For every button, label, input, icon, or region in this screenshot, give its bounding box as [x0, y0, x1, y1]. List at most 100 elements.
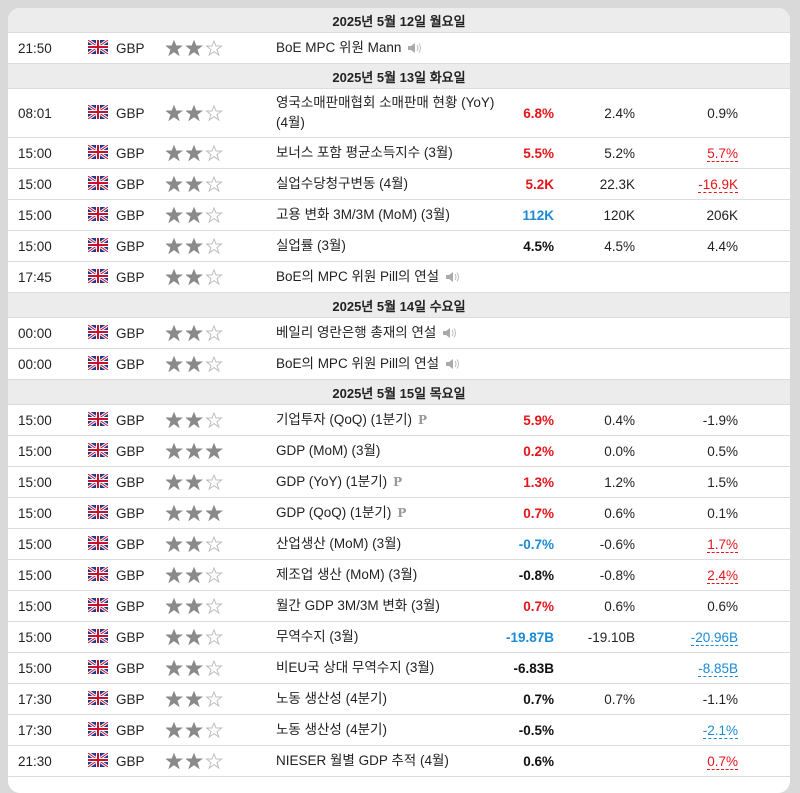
forecast-value: -0.8% — [599, 567, 635, 583]
forecast: 22.3K — [554, 177, 635, 192]
speech-icon — [446, 272, 460, 283]
star — [186, 269, 203, 285]
previous: 4.4% — [635, 239, 738, 254]
previous: 1.7% — [635, 536, 738, 553]
event-name: 제조업 생산 (MoM) (3월) — [276, 567, 418, 582]
flag-cell — [87, 441, 116, 460]
time: 15:00 — [18, 536, 52, 552]
event-row: 21:30 GBP NIESER 월별 GDP 추적 (4월) 0.6% 0.7% — [8, 746, 790, 777]
star — [206, 536, 223, 552]
actual: 0.7% — [498, 692, 554, 707]
previous: -8.85B — [635, 660, 738, 677]
actual-value: 0.6% — [523, 753, 554, 769]
currency: GBP — [116, 567, 145, 583]
flag-cell — [87, 658, 116, 677]
currency: GBP — [116, 356, 145, 372]
flag-cell — [87, 354, 116, 373]
previous-value: 1.5% — [707, 474, 738, 490]
actual-value: -0.5% — [518, 722, 554, 738]
flag-icon — [87, 174, 109, 191]
event-name: 기업투자 (QoQ) (1분기) — [276, 412, 413, 427]
previous-value: 0.1% — [707, 505, 738, 521]
forecast: 0.6% — [554, 506, 635, 521]
actual-value: 4.5% — [523, 238, 554, 254]
currency: GBP — [116, 412, 145, 428]
event-cell: GDP (QoQ) (1분기) P — [276, 499, 498, 527]
flag-icon — [87, 410, 109, 427]
previous-value: -8.85B — [698, 660, 738, 677]
forecast: 0.4% — [554, 413, 635, 428]
event-cell: BoE MPC 위원 Mann — [276, 34, 498, 62]
event-name: 산업생산 (MoM) (3월) — [276, 536, 402, 551]
flag-icon — [87, 596, 109, 613]
star — [206, 474, 223, 490]
star — [186, 443, 203, 459]
forecast: -0.8% — [554, 568, 635, 583]
previous: 0.7% — [635, 753, 738, 770]
importance — [166, 105, 276, 121]
event-name: 보너스 포함 평균소득지수 (3월) — [276, 145, 453, 160]
forecast-value: 5.2% — [604, 145, 635, 161]
flag-icon — [87, 205, 109, 222]
event-row: 15:00 GBP 무역수지 (3월) -19.87B -19.10B -20.96B — [8, 622, 790, 653]
currency: GBP — [116, 505, 145, 521]
currency: GBP — [116, 325, 145, 341]
event-name: GDP (QoQ) (1분기) — [276, 505, 392, 520]
event-name: 비EU국 상대 무역수지 (3월) — [276, 660, 435, 675]
previous: 0.5% — [635, 444, 738, 459]
star — [206, 567, 223, 583]
actual-value: 6.8% — [523, 105, 554, 121]
star — [206, 269, 223, 285]
actual-value: 1.3% — [523, 474, 554, 490]
star — [206, 238, 223, 254]
previous-value: 4.4% — [707, 238, 738, 254]
star — [186, 598, 203, 614]
flag-cell — [87, 472, 116, 491]
star — [206, 598, 223, 614]
event-row: 15:00 GBP GDP (QoQ) (1분기) P 0.7% 0.6% 0.1% — [8, 498, 790, 529]
previous: 1.5% — [635, 475, 738, 490]
time: 17:45 — [18, 269, 52, 285]
event-row: 15:00 GBP 산업생산 (MoM) (3월) -0.7% -0.6% 1.7% — [8, 529, 790, 560]
star — [186, 474, 203, 490]
importance — [166, 660, 276, 676]
event-cell: 월간 GDP 3M/3M 변화 (3월) — [276, 592, 498, 620]
forecast-value: 22.3K — [599, 176, 635, 192]
flag-icon — [87, 103, 109, 120]
actual: -0.7% — [498, 537, 554, 552]
forecast: -0.6% — [554, 537, 635, 552]
importance — [166, 691, 276, 707]
star — [166, 325, 183, 341]
flag-icon — [87, 267, 109, 284]
date-row: 2025년 5월 14일 수요일 — [8, 293, 790, 318]
event-cell: 노동 생산성 (4분기) — [276, 716, 498, 744]
actual: 5.5% — [498, 146, 554, 161]
flag-cell — [87, 236, 116, 255]
star — [206, 176, 223, 192]
star — [186, 536, 203, 552]
time: 15:00 — [18, 598, 52, 614]
actual: 4.5% — [498, 239, 554, 254]
star — [186, 567, 203, 583]
forecast-value: 2.4% — [604, 105, 635, 121]
previous-value: -1.1% — [702, 691, 738, 707]
forecast-value: 0.6% — [604, 505, 635, 521]
star — [166, 474, 183, 490]
preliminary-badge: P — [393, 475, 403, 489]
forecast-value: 120K — [603, 207, 635, 223]
time: 15:00 — [18, 207, 52, 223]
event-cell: 베일리 영란은행 총재의 연설 — [276, 319, 498, 347]
flag-icon — [87, 323, 109, 340]
flag-cell — [87, 205, 116, 224]
flag-cell — [87, 503, 116, 522]
calendar-table: 2025년 5월 12일 월요일 21:50 GBP BoE MPC 위원 Mann 2… — [8, 8, 790, 793]
forecast-value: 1.2% — [604, 474, 635, 490]
time: 15:00 — [18, 176, 52, 192]
actual: 0.7% — [498, 506, 554, 521]
event-name: NIESER 월별 GDP 추적 (4월) — [276, 753, 449, 768]
importance — [166, 598, 276, 614]
forecast-value: 0.7% — [604, 691, 635, 707]
flag-icon — [87, 38, 109, 55]
event-name: 실업수당청구변동 (4월) — [276, 176, 409, 191]
actual-value: -19.87B — [505, 629, 554, 645]
